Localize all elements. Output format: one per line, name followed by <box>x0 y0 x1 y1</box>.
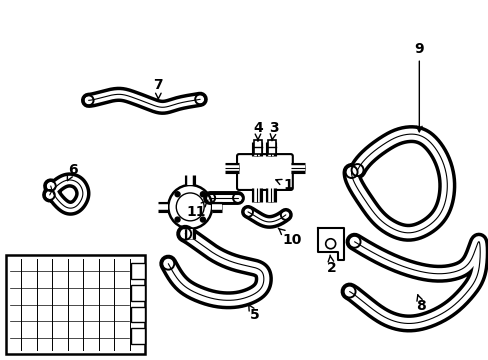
Text: 2: 2 <box>326 255 336 275</box>
Bar <box>131 285 145 301</box>
Text: 5: 5 <box>248 305 259 323</box>
Text: 8: 8 <box>416 295 426 312</box>
Circle shape <box>200 217 205 222</box>
Bar <box>267 140 275 154</box>
Bar <box>131 263 145 279</box>
Circle shape <box>200 192 205 197</box>
Text: 4: 4 <box>253 121 262 141</box>
Text: 9: 9 <box>414 41 423 132</box>
Bar <box>6 255 145 354</box>
Circle shape <box>175 192 180 197</box>
Text: 6: 6 <box>67 163 77 181</box>
Text: 7: 7 <box>153 78 163 99</box>
Bar <box>131 328 145 345</box>
Text: 11: 11 <box>186 200 207 219</box>
Bar <box>131 306 145 323</box>
Circle shape <box>175 217 180 222</box>
Bar <box>253 140 262 154</box>
Text: 3: 3 <box>268 121 278 141</box>
Text: 1: 1 <box>275 178 292 192</box>
FancyBboxPatch shape <box>237 154 292 190</box>
Text: 10: 10 <box>278 228 301 247</box>
